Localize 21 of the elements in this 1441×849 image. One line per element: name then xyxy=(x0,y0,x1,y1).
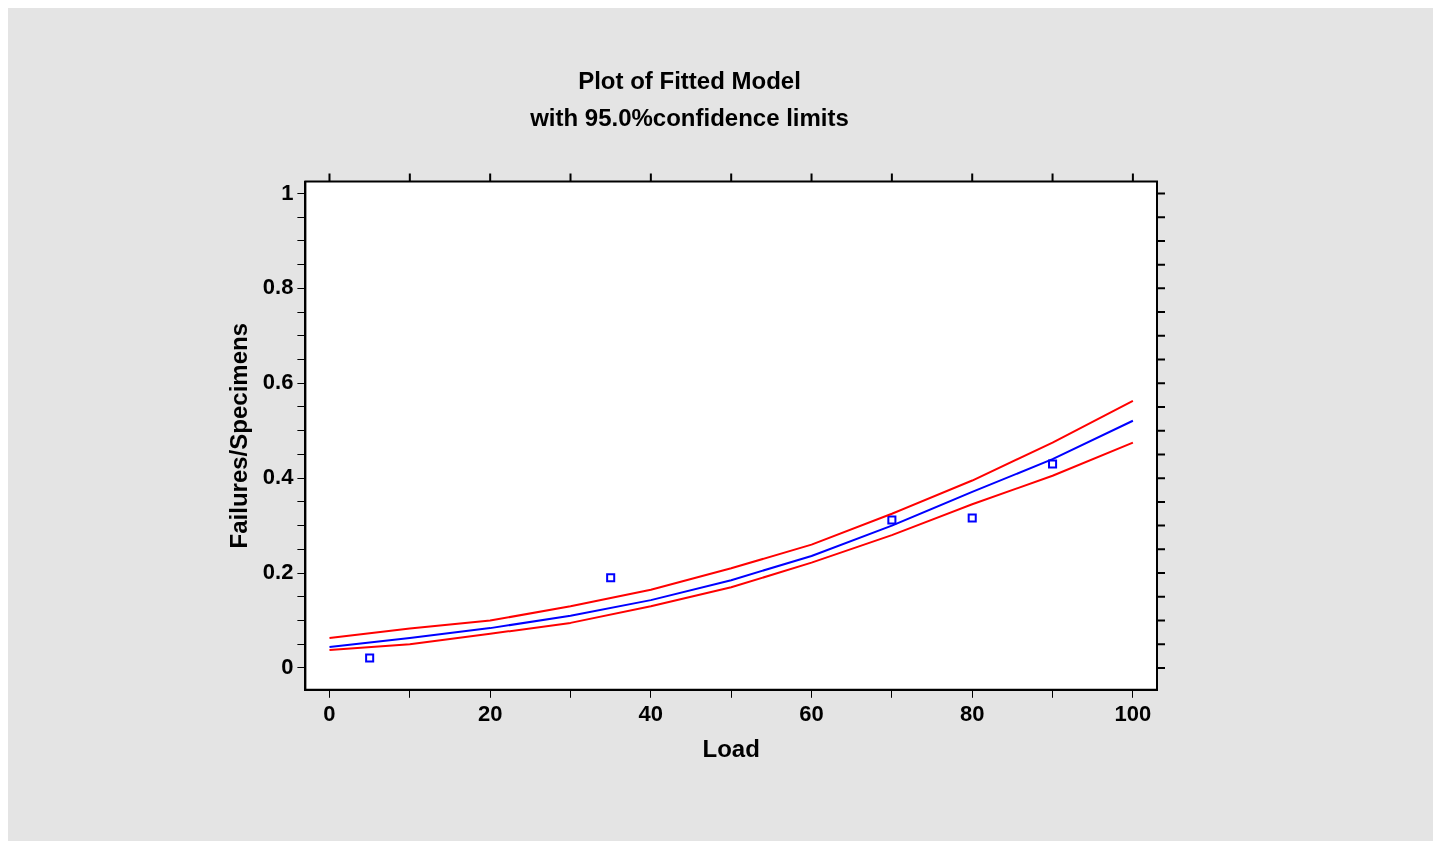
y-tick-label: 0.4 xyxy=(262,464,295,490)
point xyxy=(887,515,897,525)
y-tick-label: 0.2 xyxy=(262,559,294,585)
point xyxy=(606,573,616,583)
x-tick-label: 0 xyxy=(323,701,336,727)
y-tick-label: 1 xyxy=(281,179,294,205)
y-tick-label: 0 xyxy=(281,654,294,680)
point xyxy=(365,653,375,663)
y-axis-title: Failures/Specimens xyxy=(225,322,253,549)
x-tick-label: 80 xyxy=(959,701,985,727)
y-tick-label: 0.6 xyxy=(262,369,294,395)
chart-title: Plot of Fitted Model xyxy=(578,67,801,95)
y-tick-label: 0.8 xyxy=(262,274,294,300)
x-tick-label: 20 xyxy=(477,701,503,727)
x-tick-label: 40 xyxy=(638,701,664,727)
chart-subtitle: with 95.0%confidence limits xyxy=(529,103,849,131)
x-axis-title: Load xyxy=(702,735,760,763)
x-tick-label: 60 xyxy=(799,701,824,727)
point xyxy=(1048,459,1058,469)
x-tick-label: 100 xyxy=(1114,701,1152,727)
point xyxy=(967,513,977,523)
